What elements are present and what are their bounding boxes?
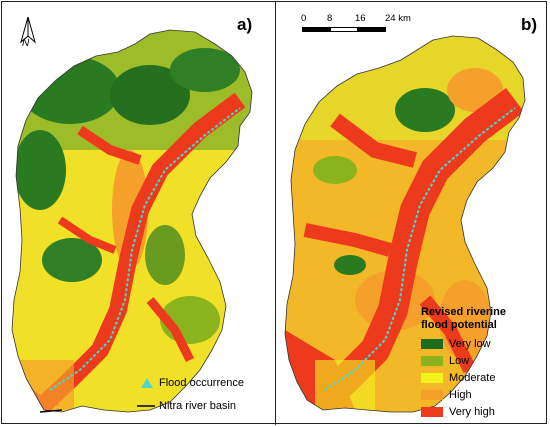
scale-tick-8: 8 (327, 13, 333, 24)
legend-title-line1: Revised riverine (421, 306, 506, 318)
legend-swatch (421, 390, 443, 401)
map-panel-a (11, 29, 253, 413)
legend-class-high: High (421, 389, 472, 401)
panel-label-a: a) (237, 15, 253, 34)
panel-label-b: b) (521, 15, 538, 34)
scale-segment-2 (330, 27, 358, 32)
scale-segment-3 (358, 27, 386, 32)
legend-basin: Nitra river basin (137, 400, 236, 412)
legend-title-line2: flood potential (421, 319, 497, 331)
legend-class-moderate: Moderate (421, 372, 495, 384)
scale-bar: 0 8 16 24 km (301, 13, 550, 43)
scale-tick-24: 24 km (385, 13, 411, 24)
legend-panel-b: Revised riverine flood potential Very lo… (421, 306, 506, 418)
scale-segment-1 (302, 27, 330, 32)
map-panel-b (284, 35, 526, 413)
panel-divider (275, 1, 276, 425)
scale-tick-0: 0 (301, 13, 307, 24)
legend-class-label: Very low (449, 338, 491, 350)
legend-class-label: High (449, 389, 472, 401)
legend-basin-label: Nitra river basin (159, 400, 237, 412)
north-label: N (22, 38, 30, 49)
legend-swatch (421, 407, 443, 418)
legend-class-very-low: Very low (421, 338, 491, 350)
triangle-icon (141, 378, 153, 389)
legend-flood-occurrence: Flood occurrence (141, 377, 244, 389)
scale-tick-16: 16 (355, 13, 366, 24)
legend-class-label: Low (449, 355, 470, 367)
legend-swatch (421, 339, 443, 350)
legend-swatch (421, 373, 443, 384)
legend-class-low: Low (421, 355, 469, 367)
legend-class-very-high: Very high (421, 406, 495, 418)
legend-class-label: Moderate (449, 372, 496, 384)
north-arrow-icon (20, 16, 36, 44)
legend-class-label: Very high (449, 406, 495, 418)
line-icon (137, 405, 155, 407)
legend-swatch (421, 356, 443, 367)
legend-flood-occurrence-label: Flood occurrence (159, 377, 244, 389)
